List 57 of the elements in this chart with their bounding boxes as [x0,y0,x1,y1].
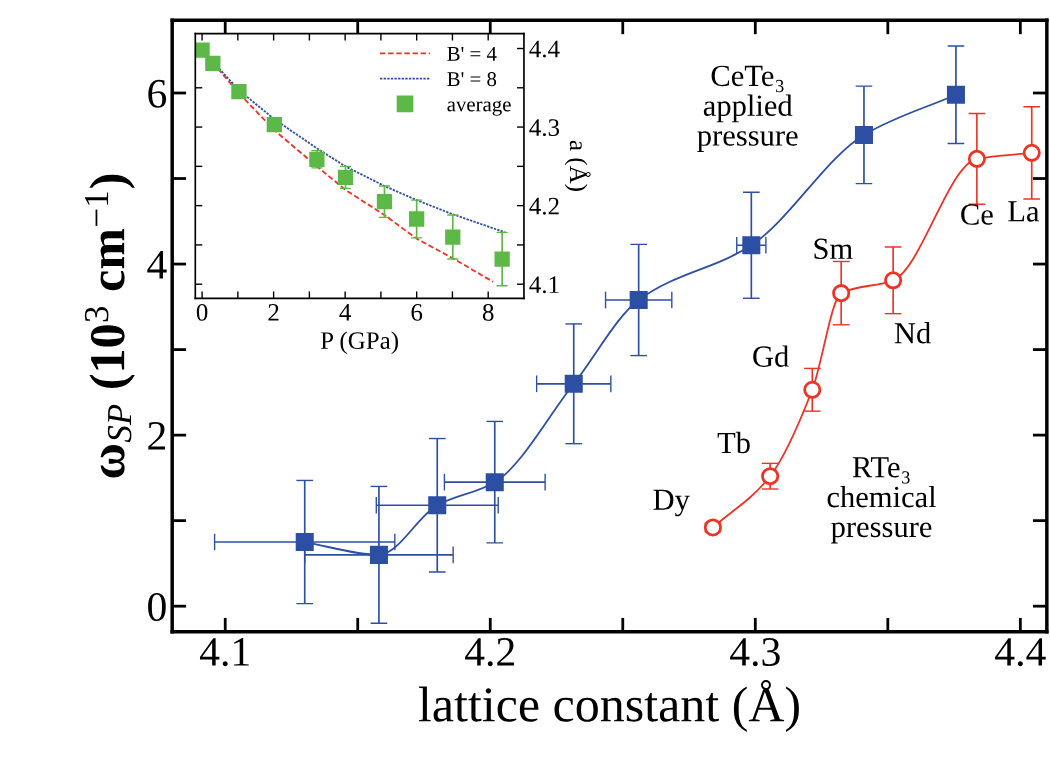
x-tick-label: 4.2 [465,638,514,667]
y-tick-label: 0 [148,592,166,622]
point [409,211,425,227]
point [337,169,354,185]
point [231,84,247,100]
annotation: Dy [653,489,690,517]
point [1022,143,1041,162]
point [946,85,965,104]
point [884,271,903,290]
y-tick-label: 2 [148,421,166,450]
point [295,533,314,552]
annotation: Tb [717,431,750,454]
point [445,229,461,245]
y-tick-label: 6 [148,79,167,108]
point [742,236,761,255]
annotation: Ce [961,204,993,225]
point [832,284,851,303]
legend-label: B' = 8 [447,72,497,87]
x-axis-title: P (GPa) [320,331,398,355]
x-tick-label: 4.4 [995,638,1046,667]
point [803,380,822,399]
point [494,251,510,267]
y-axis-title: ω$_{SP}$ (10$^{3}$ cm$^{−1}$) [84,174,135,478]
x-tick-label: 4.1 [199,638,249,667]
point [195,42,210,58]
y-tick-label: 4.3 [529,119,560,137]
x-tick-label: 4 [339,304,351,321]
point [205,55,221,72]
point [854,125,873,144]
annotation: Sm [814,238,853,260]
x-tick-label: 8 [482,303,494,321]
annotation: La [1008,201,1040,222]
x-tick-label: 4.3 [730,638,780,667]
x-axis-title: lattice constant (Å) [418,680,799,732]
point [485,473,504,492]
point [369,545,388,564]
y-tick-label: 4 [147,251,167,279]
x-tick-label: 6 [411,304,423,321]
y-tick-label: 4.1 [529,276,559,294]
y-tick-label: 4.4 [529,40,560,58]
legend-label: average [447,100,511,116]
point [967,149,986,168]
point [428,496,447,515]
annotation: Nd [894,322,931,344]
point [564,374,583,393]
y-axis-title: a (Å) [564,140,591,191]
x-tick-label: 0 [196,303,208,321]
point [629,290,648,310]
annotation: CeTe₃ applied pressure [697,65,798,153]
y-tick-label: 4.2 [529,197,559,215]
point [761,467,780,486]
point [266,117,282,133]
x-tick-label: 2 [268,304,279,321]
annotation: RTe₃ chemical pressure [827,457,937,544]
annotation: Gd [753,345,789,367]
point [376,194,393,210]
legend-label: B' = 4 [447,46,497,61]
